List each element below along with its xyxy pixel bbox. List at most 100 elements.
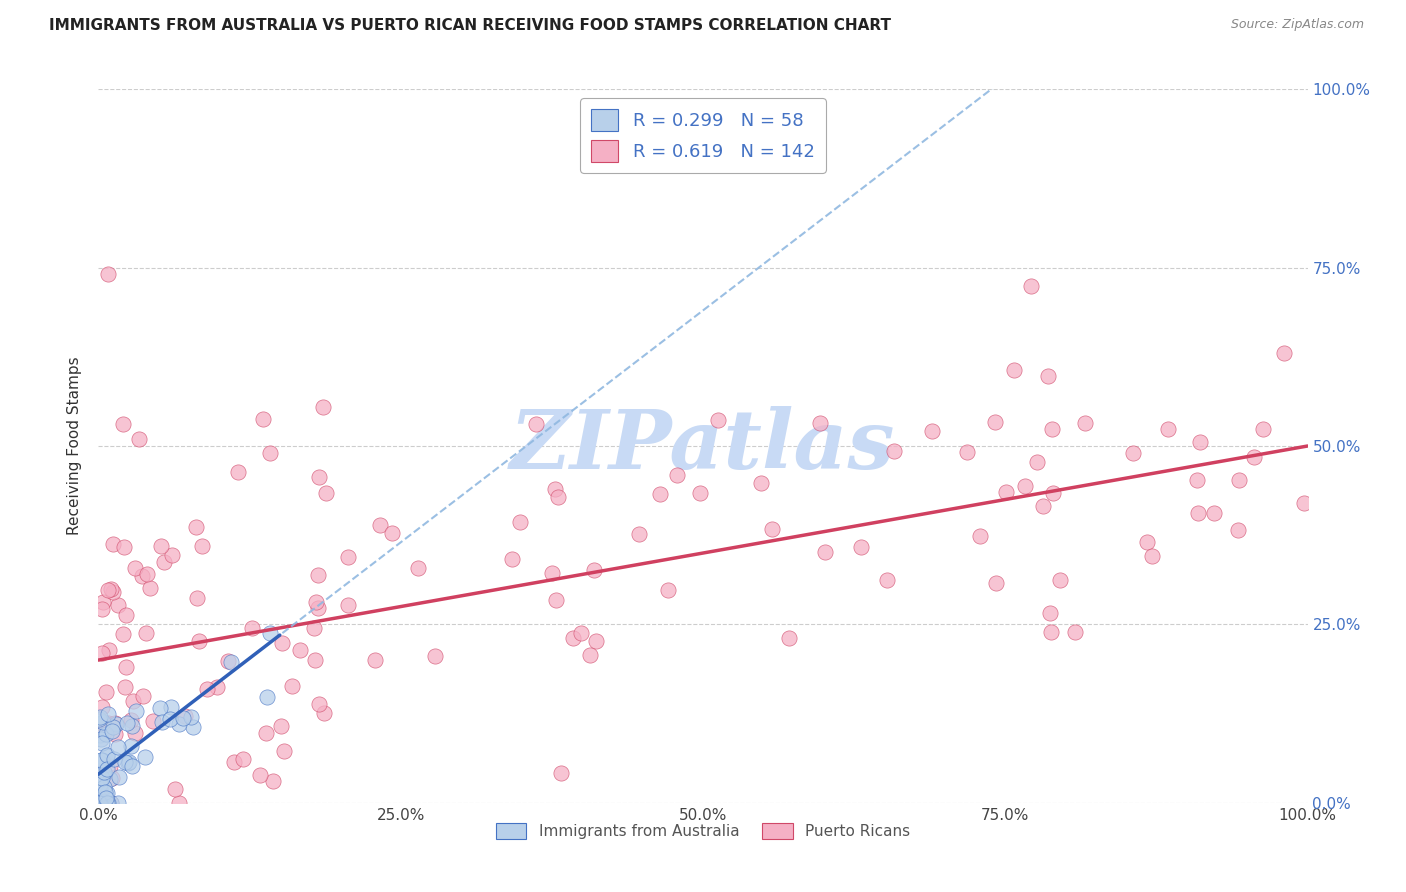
Point: [186, 519, 208, 533]
Point: [1202, 506, 1225, 520]
Point: [312, 706, 335, 720]
Point: [167, 796, 190, 810]
Point: [883, 444, 905, 458]
Point: [124, 726, 146, 740]
Point: [273, 744, 295, 758]
Point: [94, 685, 117, 699]
Point: [195, 682, 218, 697]
Point: [262, 774, 284, 789]
Point: [149, 701, 172, 715]
Point: [368, 518, 391, 533]
Point: [111, 627, 134, 641]
Point: [1187, 506, 1209, 520]
Point: [1140, 549, 1163, 563]
Point: [89, 728, 111, 742]
Point: [89, 710, 111, 724]
Point: [97, 643, 120, 657]
Point: [657, 583, 679, 598]
Point: [89, 796, 111, 810]
Point: [100, 796, 122, 810]
Point: [125, 704, 148, 718]
Point: [100, 796, 122, 810]
Point: [94, 727, 117, 741]
Point: [97, 796, 120, 810]
Point: [1019, 279, 1042, 293]
Point: [90, 732, 112, 747]
Point: [778, 632, 800, 646]
Point: [337, 598, 360, 612]
Point: [98, 758, 121, 772]
Point: [91, 595, 114, 609]
Point: [101, 771, 124, 785]
Point: [101, 723, 124, 738]
Point: [305, 595, 328, 609]
Point: [153, 555, 176, 569]
Point: [578, 648, 600, 662]
Point: [104, 717, 127, 731]
Point: [93, 725, 115, 739]
Point: [124, 561, 146, 575]
Point: [180, 710, 202, 724]
Point: [307, 601, 329, 615]
Point: [107, 598, 129, 612]
Point: [114, 755, 136, 769]
Point: [174, 709, 197, 723]
Text: Source: ZipAtlas.com: Source: ZipAtlas.com: [1230, 18, 1364, 31]
Point: [128, 432, 150, 446]
Point: [112, 417, 135, 432]
Point: [544, 483, 567, 497]
Point: [921, 425, 943, 439]
Point: [87, 791, 110, 805]
Point: [107, 739, 129, 754]
Point: [96, 747, 118, 762]
Point: [94, 785, 117, 799]
Point: [1157, 422, 1180, 436]
Point: [256, 690, 278, 704]
Point: [749, 476, 772, 491]
Point: [336, 550, 359, 565]
Point: [226, 465, 249, 479]
Point: [96, 762, 118, 776]
Point: [501, 551, 523, 566]
Point: [181, 720, 204, 734]
Point: [1042, 486, 1064, 500]
Point: [1040, 422, 1063, 436]
Point: [91, 715, 114, 730]
Point: [104, 727, 127, 741]
Point: [114, 680, 136, 694]
Point: [141, 714, 163, 729]
Point: [139, 581, 162, 595]
Point: [90, 736, 112, 750]
Point: [91, 646, 114, 660]
Point: [814, 544, 837, 558]
Point: [191, 540, 214, 554]
Point: [240, 621, 263, 635]
Point: [1136, 535, 1159, 549]
Point: [97, 716, 120, 731]
Point: [90, 753, 112, 767]
Point: [87, 796, 110, 810]
Point: [160, 549, 183, 563]
Point: [302, 621, 325, 635]
Point: [104, 716, 127, 731]
Point: [259, 446, 281, 460]
Point: [1039, 606, 1062, 620]
Point: [547, 491, 569, 505]
Point: [984, 576, 1007, 591]
Point: [186, 591, 208, 606]
Point: [159, 713, 181, 727]
Point: [115, 659, 138, 673]
Point: [93, 780, 115, 794]
Point: [87, 755, 110, 769]
Point: [149, 539, 172, 553]
Point: [118, 755, 141, 769]
Point: [120, 713, 142, 727]
Point: [876, 573, 898, 587]
Point: [187, 634, 209, 648]
Point: [1187, 473, 1209, 487]
Point: [1032, 499, 1054, 513]
Point: [259, 626, 281, 640]
Point: [561, 632, 583, 646]
Point: [217, 654, 239, 668]
Point: [87, 712, 110, 726]
